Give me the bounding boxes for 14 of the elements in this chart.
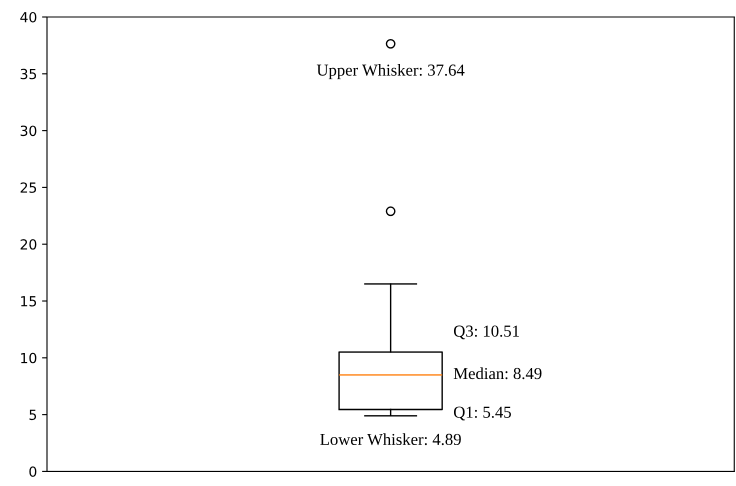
y-tick-label: 5 [30, 410, 36, 420]
y-tick-label: 35 [20, 68, 36, 80]
y-tick-label: 30 [20, 126, 36, 136]
annotation: Median: 8.49 [454, 367, 542, 380]
y-tick-label: 25 [20, 182, 36, 193]
annotation: Q3: 10.51 [454, 326, 519, 340]
y-tick-label: 0 [29, 466, 36, 477]
y-tick-label: 10 [21, 352, 36, 364]
y-tick-label: 40 [20, 12, 36, 22]
y-tick-label: 20 [20, 239, 36, 250]
annotation: Q1: 5.45 [454, 406, 511, 420]
annotation: Upper Whisker: 37.64 [316, 64, 465, 80]
annotation: Lower Whisker: 4.89 [320, 433, 461, 446]
y-tick-label: 15 [21, 296, 36, 306]
